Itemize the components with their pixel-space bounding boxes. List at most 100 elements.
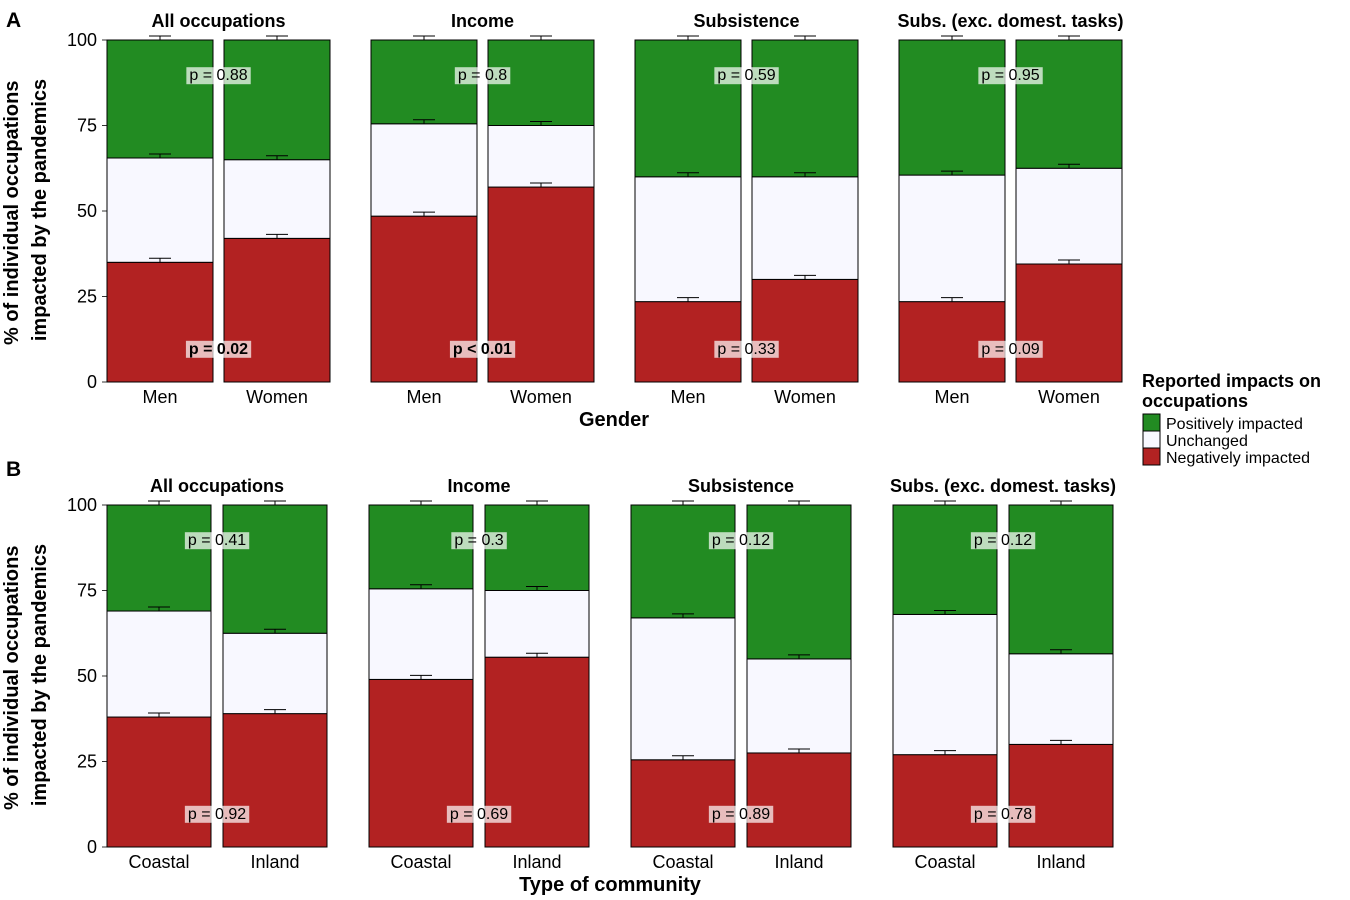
panel-b-facet-all-occupations-bar-inland-negatively-impacted xyxy=(222,713,328,848)
panel-a-facet-income-error-bar-men-3 xyxy=(413,35,435,40)
p-value-background xyxy=(185,340,252,358)
panel-a-facet-subsistence-error-bar-women-3 xyxy=(794,35,816,40)
panel-b-facet-subs-exc-domest-tasks-bar-inland-positively-impacted xyxy=(1008,504,1114,655)
legend: Reported impacts on occupations Positive… xyxy=(1142,371,1321,467)
panel-b-facet-subsistence-bar-coastal-unchanged xyxy=(630,617,736,761)
panel-b-facet-income-p-value-bottom: p = 0.69 xyxy=(446,805,512,823)
panel-b-facet-income-bar-inland-unchanged xyxy=(484,590,590,658)
panel-b-facet-all-occupations-bar-inland-unchanged xyxy=(222,632,328,715)
legend-swatch-unchanged xyxy=(1142,430,1161,449)
panel-a-facet-subsistence-error-bar-men-2 xyxy=(677,172,699,177)
panel-b-facet-subsistence-bar-coastal-negatively-impacted xyxy=(630,759,736,848)
p-value-text: p = 0.12 xyxy=(974,532,1032,549)
panel-b-facet-subs-exc-domest-tasks-p-value-bottom: p = 0.78 xyxy=(970,805,1036,823)
panel-a-facet-subs-exc-domest-tasks-bar-men-positively-impacted xyxy=(898,39,1006,176)
p-value-background xyxy=(184,532,250,550)
panel-a-facet-income-p-value-top: p = 0.8 xyxy=(454,67,511,85)
panel-b-facet-subs-exc-domest-tasks-error-bar-inland-1 xyxy=(1050,739,1072,745)
p-value-background xyxy=(978,67,1043,85)
panel-b-facet-subsistence-p-value-top: p = 0.12 xyxy=(708,532,774,550)
p-value-text: p = 0.78 xyxy=(974,806,1032,823)
panel-a-facet-all-occupations-p-value-top: p = 0.88 xyxy=(186,67,251,85)
panel-a-y-tick-label-75: 75 xyxy=(77,116,97,136)
panel-b-facet-all-occupations-error-bar-inland-2 xyxy=(264,628,286,634)
panel-b-facet-subsistence-bar-inland-unchanged xyxy=(746,658,852,754)
panel-a-facet-income-bar-men-unchanged xyxy=(370,123,478,217)
p-value-background xyxy=(454,67,511,85)
panel-b-facet-all-occupations-bar-coastal-negatively-impacted xyxy=(106,716,212,848)
p-value-background xyxy=(449,340,516,358)
p-value-background xyxy=(714,67,779,85)
panel-a-y-tick-label-100: 100 xyxy=(67,30,97,50)
panel-b-facet-subs-exc-domest-tasks-error-bar-inland-2 xyxy=(1050,649,1072,654)
legend-label-negatively-impacted: Negatively impacted xyxy=(1166,450,1310,467)
p-value-background xyxy=(714,340,779,358)
panel-b-facet-subs-exc-domest-tasks-error-bar-coastal-2 xyxy=(934,609,956,615)
panel-a-facet-subsistence-x-tick-label-men: Men xyxy=(670,387,705,407)
panel-b-facet-income-error-bar-coastal-1 xyxy=(410,674,432,680)
p-value-text: p = 0.69 xyxy=(450,806,508,823)
panel-a-facet-subs-exc-domest-tasks-error-bar-men-2 xyxy=(941,170,963,176)
panel-a-facet-income-error-bar-women-3 xyxy=(530,35,552,40)
p-value-text: p = 0.41 xyxy=(188,532,246,549)
panel-a-facet-subsistence-bar-women-negatively-impacted xyxy=(751,278,859,383)
panel-a-facet-all-occupations-error-bar-men-3 xyxy=(149,35,171,40)
panel-b-facet-subsistence-x-tick-label-inland: Inland xyxy=(774,852,823,872)
panel-b-facet-all-occupations-error-bar-coastal-1 xyxy=(148,712,170,718)
legend-label-positively-impacted: Positively impacted xyxy=(1166,416,1303,433)
panel-a-facet-subs-exc-domest-tasks-bar-women-unchanged xyxy=(1015,167,1123,265)
panel-b-facet-all-occupations-error-bar-inland-3 xyxy=(264,500,286,505)
p-value-text: p = 0.89 xyxy=(712,806,770,823)
panel-a-facet-all-occupations-error-bar-women-3 xyxy=(266,35,288,40)
panel-a-facet-all-occupations-bar-men-negatively-impacted xyxy=(106,261,214,383)
panel-b-facet-subsistence-p-value-bottom: p = 0.89 xyxy=(708,805,774,823)
panel-b-facet-subs-exc-domest-tasks-x-tick-label-inland: Inland xyxy=(1036,852,1085,872)
p-value-text: p = 0.8 xyxy=(458,67,507,84)
panel-a-facet-all-occupations-bar-women-negatively-impacted xyxy=(223,237,331,383)
panel-a-facet-all-occupations-x-tick-label-men: Men xyxy=(142,387,177,407)
panel-b-facet-income-x-tick-label-coastal: Coastal xyxy=(390,852,451,872)
panel-a-facet-subs-exc-domest-tasks-error-bar-men-1 xyxy=(941,297,963,302)
panel-b-facet-income-p-value-top: p = 0.3 xyxy=(451,532,507,550)
panel-a-facet-all-occupations-bar-women-unchanged xyxy=(223,159,331,239)
panel-a-y-axis-title: % of individual occupations impacted by … xyxy=(1,75,51,345)
panel-a-facet-income-error-bar-men-2 xyxy=(413,119,435,124)
panel-b-facet-all-occupations-bar-coastal-unchanged xyxy=(106,610,212,718)
panel-a-facet-income-title: Income xyxy=(451,11,514,31)
panel-b-facet-subsistence-error-bar-inland-1 xyxy=(788,748,810,753)
panel-a-facet-subsistence-title: Subsistence xyxy=(693,11,799,31)
p-value-text: p = 0.02 xyxy=(189,341,248,358)
p-value-text: p = 0.12 xyxy=(712,532,770,549)
panel-b-facet-subs-exc-domest-tasks-error-bar-coastal-3 xyxy=(934,500,956,505)
panel-b-y-axis-title: % of individual occupations impacted by … xyxy=(1,540,51,810)
panel-b-facet-all-occupations-p-value-bottom: p = 0.92 xyxy=(184,805,250,823)
panel-b-facet-subs-exc-domest-tasks-bar-inland-unchanged xyxy=(1008,653,1114,745)
panel-b-facet-all-occupations-x-tick-label-coastal: Coastal xyxy=(128,852,189,872)
panel-a-facet-all-occupations-bar-women-positively-impacted xyxy=(223,39,331,161)
p-value-text: p = 0.09 xyxy=(981,341,1039,358)
panel-a-facet-all-occupations-title: All occupations xyxy=(151,11,285,31)
panel-a-facet-income-error-bar-women-1 xyxy=(530,182,552,188)
panel-a-facet-subs-exc-domest-tasks-bar-women-positively-impacted xyxy=(1015,39,1123,169)
panel-b-facet-subs-exc-domest-tasks-bar-coastal-positively-impacted xyxy=(892,504,998,615)
panel-a-facet-income-x-tick-label-women: Women xyxy=(510,387,572,407)
panel-a-facet-subsistence-p-value-top: p = 0.59 xyxy=(714,67,779,85)
panel-a-facet-subs-exc-domest-tasks-error-bar-women-1 xyxy=(1058,259,1080,265)
panel-b-facet-subsistence-x-tick-label-coastal: Coastal xyxy=(652,852,713,872)
p-value-background xyxy=(708,805,774,823)
panel-a-facet-subs-exc-domest-tasks-error-bar-men-3 xyxy=(941,35,963,40)
panel-b-facet-all-occupations-p-value-top: p = 0.41 xyxy=(184,532,250,550)
panel-b-facet-subs-exc-domest-tasks-error-bar-inland-3 xyxy=(1050,500,1072,505)
panel-a-facet-subsistence-error-bar-men-1 xyxy=(677,297,699,302)
p-value-text: p = 0.3 xyxy=(454,532,503,549)
panel-a-facet-all-occupations-error-bar-women-1 xyxy=(266,233,288,239)
p-value-text: p = 0.59 xyxy=(717,67,775,84)
panel-a-facet-income-error-bar-men-1 xyxy=(413,211,435,217)
p-value-background xyxy=(451,532,507,550)
panel-b-facet-all-occupations-error-bar-coastal-2 xyxy=(148,606,170,612)
panel-b-facet-all-occupations-x-tick-label-inland: Inland xyxy=(250,852,299,872)
panel-b-facet-subsistence-error-bar-coastal-2 xyxy=(672,613,694,618)
panel-b-facet-income-error-bar-inland-2 xyxy=(526,586,548,591)
p-value-text: p = 0.33 xyxy=(717,341,775,358)
